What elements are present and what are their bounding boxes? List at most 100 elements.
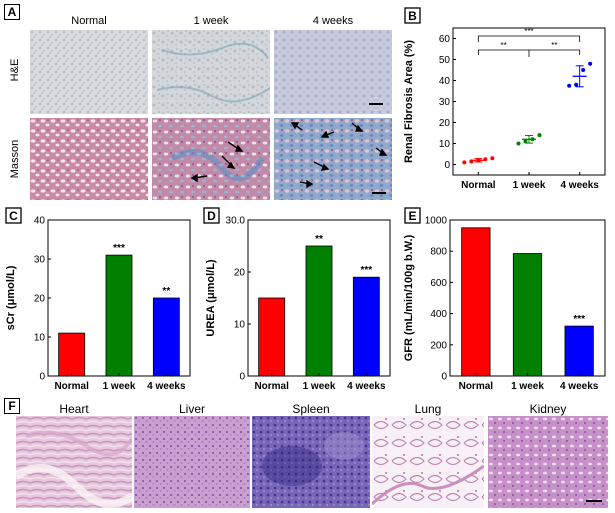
micrograph-lung <box>372 416 484 508</box>
bar-2 <box>564 325 594 377</box>
y-tick-label: 0 <box>444 160 450 171</box>
y-tick-label: 30 <box>439 97 451 108</box>
y-tick-label: 20 <box>439 118 451 129</box>
significance-label: ** <box>162 286 170 297</box>
x-tick-label: 4 weeks <box>147 381 186 392</box>
data-point <box>462 160 467 165</box>
arrow-annotations <box>190 141 244 183</box>
data-point <box>537 133 542 138</box>
arrow-annotations <box>290 122 388 189</box>
panel-letter: C <box>9 209 18 223</box>
organ-label-heart: Heart <box>59 402 89 416</box>
y-tick-label: 400 <box>430 309 447 320</box>
significance-bracket <box>477 35 581 42</box>
panel-letter-a: A <box>4 4 20 20</box>
data-point <box>490 156 495 161</box>
y-tick-label: 1000 <box>425 216 448 227</box>
scale-bar <box>372 192 386 194</box>
x-tick-label: Normal <box>459 381 494 392</box>
micrograph-kidney <box>488 416 608 508</box>
scale-bar <box>369 103 383 105</box>
micrograph-masson-1-week <box>152 118 270 200</box>
data-point <box>581 68 586 72</box>
panel-letter-box <box>404 7 421 24</box>
chart-c-scr-bar: C 0 10 20 30 40 sCr (μmol/L) Normal 1 week *** 4 w… <box>5 207 191 392</box>
column-label-normal: Normal <box>71 15 107 27</box>
significance-label: *** <box>360 265 372 276</box>
y-tick-label: 30.0 <box>226 216 246 227</box>
y-axis-label: Renal Fibrosis Area (%) <box>403 40 415 163</box>
row-label-masson: Masson <box>9 139 21 179</box>
chart-e-gfr-bar: E 0 200 400 600 800 1000 GFR (mL/min/100g b.W.)… <box>403 207 606 392</box>
significance-label: *** <box>113 243 125 254</box>
y-tick-label: 0 <box>39 372 45 383</box>
micrograph-heart <box>16 416 132 508</box>
bar-2 <box>152 297 180 377</box>
organ-label-lung: Lung <box>414 402 442 416</box>
bar-2 <box>352 276 380 377</box>
y-axis-label: GFR (mL/min/100g b.W.) <box>403 234 415 361</box>
panel-letter-box <box>404 207 421 224</box>
micrograph-liver <box>134 416 250 508</box>
significance-label: ** <box>315 234 323 245</box>
data-point <box>523 139 528 144</box>
y-tick-label: 20 <box>34 294 46 305</box>
chart-d-urea-bar: D 0 10 20 30.0 UREA (μmol/L) Normal 1 week ** 4 w… <box>203 207 391 392</box>
micrograph-he-4-weeks <box>274 30 392 114</box>
y-tick-label: 60 <box>439 34 451 45</box>
micrograph-he-normal <box>30 30 148 114</box>
panel-letter-box <box>203 207 220 224</box>
x-tick-label: 4 weeks <box>560 180 599 191</box>
bar-1 <box>512 253 543 377</box>
x-tick-label: 1 week <box>103 381 136 392</box>
data-point <box>588 61 593 66</box>
micrograph-spleen <box>252 416 370 508</box>
significance-label: *** <box>573 314 585 325</box>
significance-label: ** <box>551 41 557 50</box>
bar-0 <box>258 297 286 377</box>
organ-label-spleen: Spleen <box>292 402 330 416</box>
column-label-4-weeks: 4 weeks <box>312 15 354 27</box>
column-label-1-week: 1 week <box>193 15 229 27</box>
significance-bracket <box>477 49 581 57</box>
y-tick-label: 10 <box>34 333 46 344</box>
bar-0 <box>461 227 491 377</box>
y-tick-label: 0 <box>441 372 447 383</box>
y-tick-label: 10 <box>439 139 451 150</box>
x-tick-label: 1 week <box>511 381 544 392</box>
panel-letter-box <box>5 207 22 224</box>
y-tick-label: 30 <box>34 255 46 266</box>
x-tick-label: 1 week <box>303 381 336 392</box>
data-point <box>516 141 521 146</box>
y-tick-label: 50 <box>439 55 451 66</box>
row-label-he: H&E <box>9 58 21 82</box>
organ-label-liver: Liver <box>178 402 205 416</box>
scale-bar <box>586 500 602 502</box>
significance-label: ** <box>501 41 507 50</box>
y-tick-label: 40 <box>439 76 451 87</box>
panel-letter: E <box>408 209 416 223</box>
bar-1 <box>105 254 133 377</box>
chart-b-fibrosis-scatter: B 0 10 20 30 40 50 60 Renal Fibrosis Area (%) Nor… <box>403 7 606 191</box>
x-tick-label: 4 weeks <box>560 381 599 392</box>
y-tick-label: 10 <box>234 320 246 331</box>
micrograph-masson-normal <box>30 118 148 200</box>
data-point <box>574 82 579 87</box>
y-tick-label: 20 <box>234 268 246 279</box>
micrograph-masson-4-weeks <box>274 118 392 200</box>
panel-letter-f: F <box>4 398 20 414</box>
y-tick-label: 600 <box>430 278 447 289</box>
y-tick-label: 800 <box>430 247 447 258</box>
micrograph-he-1-week <box>152 30 270 114</box>
y-axis-label: UREA (μmol/L) <box>205 259 217 337</box>
organ-label-kidney: Kidney <box>529 402 567 416</box>
x-tick-label: 4 weeks <box>347 381 386 392</box>
x-tick-label: Normal <box>54 381 89 392</box>
y-tick-label: 0 <box>239 372 245 383</box>
data-point <box>567 83 572 88</box>
y-tick-label: 40 <box>34 216 46 227</box>
bar-0 <box>58 332 86 377</box>
y-axis-label: sCr (μmol/L) <box>5 265 17 330</box>
bar-1 <box>305 245 333 377</box>
x-tick-label: 1 week <box>513 180 546 191</box>
